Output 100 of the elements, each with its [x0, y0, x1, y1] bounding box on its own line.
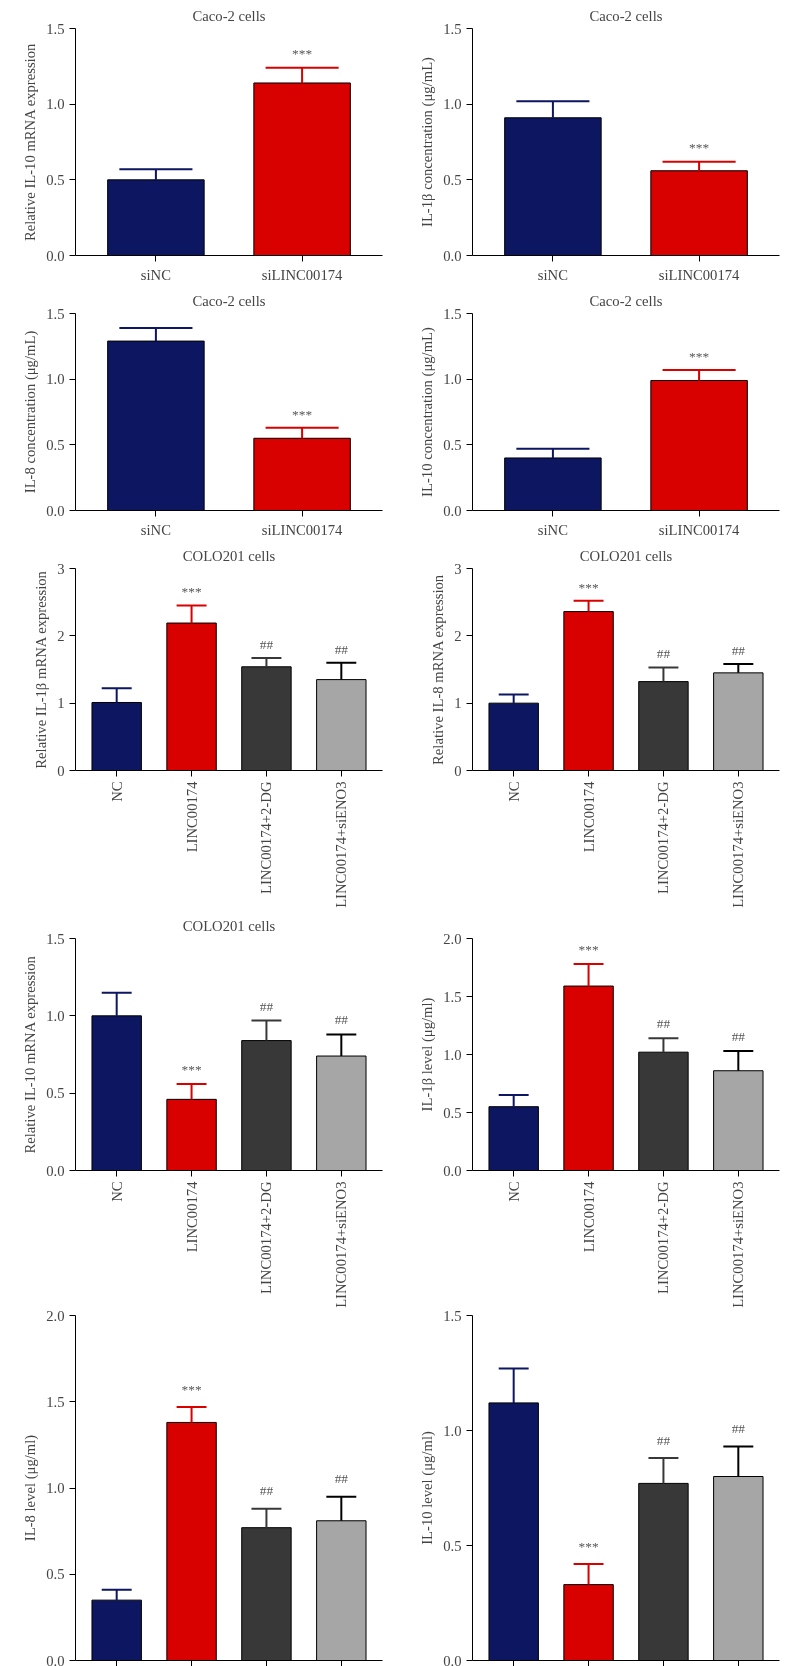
y-tick-label: 1.5 [46, 1393, 65, 1410]
x-tick-label: siNC [537, 521, 568, 538]
x-tick-label: siNC [140, 521, 171, 538]
y-tick-label: 1.5 [443, 988, 462, 1005]
data-label: ## [731, 1421, 746, 1437]
y-axis-title: Relative IL-1β mRNA expression [33, 570, 50, 769]
y-tick-label: 1.0 [443, 1046, 462, 1063]
y-tick-label: 1.0 [443, 371, 462, 388]
data-label: ## [259, 998, 274, 1014]
y-axis-title: IL-8 level (μg/ml) [22, 1434, 40, 1542]
y-tick-label: 0.5 [443, 171, 462, 188]
data-label: *** [292, 46, 313, 62]
y-tick-label: 0.0 [46, 502, 65, 519]
y-tick-label: 1.5 [46, 930, 65, 947]
y-tick-label: 1.5 [46, 305, 65, 322]
x-tick-label: siNC [140, 266, 171, 283]
data-label: ## [731, 643, 746, 659]
y-tick-label: 0 [454, 762, 462, 779]
y-tick-label: 0.0 [46, 1652, 65, 1666]
x-tick-label: LINC00174 [183, 1180, 200, 1253]
data-label: ## [656, 1016, 671, 1032]
x-tick-label: siLINC00174 [658, 266, 741, 283]
y-tick-label: 1.0 [46, 1007, 65, 1024]
y-tick-label: 1.5 [443, 20, 462, 37]
chart-title: Caco-2 cells [589, 7, 663, 24]
y-tick-label: 0 [57, 762, 65, 779]
data-label: ## [334, 1012, 349, 1028]
y-tick-label: 3 [57, 560, 65, 577]
y-axis-title: IL-10 concentration (μg/mL) [419, 326, 437, 497]
y-tick-label: 0.5 [443, 436, 462, 453]
y-axis-title: IL-10 level (μg/ml) [419, 1431, 437, 1545]
y-tick-label: 3 [454, 560, 462, 577]
y-tick-label: 0.0 [46, 247, 65, 264]
x-tick-label: LINC00174+siENO3 [730, 1181, 747, 1308]
data-label: *** [578, 1538, 599, 1554]
data-label: ## [731, 1029, 746, 1045]
data-label: ## [656, 1432, 671, 1448]
data-label: *** [578, 942, 599, 958]
y-tick-label: 0.0 [443, 1162, 462, 1179]
y-tick-label: 1.5 [443, 1307, 462, 1324]
y-tick-label: 1.0 [46, 1480, 65, 1496]
y-tick-label: 0.5 [443, 1104, 462, 1121]
data-label: ## [334, 641, 349, 657]
y-tick-label: 1 [57, 695, 65, 712]
x-tick-label: NC [108, 1181, 125, 1202]
y-tick-label: 1.5 [46, 20, 65, 37]
data-label: *** [292, 406, 313, 422]
data-label: ## [259, 636, 274, 652]
y-tick-label: 0.5 [443, 1537, 462, 1554]
chart-title: COLO201 cells [182, 917, 276, 934]
data-label: *** [181, 584, 202, 600]
chart-title: Caco-2 cells [589, 292, 663, 309]
x-tick-label: siLINC00174 [658, 521, 741, 538]
x-tick-label: NC [505, 781, 522, 802]
y-tick-label: 0.0 [443, 502, 462, 519]
data-label: ## [656, 646, 671, 662]
x-tick-label: siLINC00174 [261, 521, 344, 538]
y-tick-label: 1.0 [46, 96, 65, 113]
y-tick-label: 0.5 [46, 171, 65, 188]
x-tick-label: LINC00174+2-DG [258, 1181, 275, 1294]
x-tick-label: LINC00174 [580, 1180, 597, 1253]
data-label: *** [578, 579, 599, 595]
x-tick-label: LINC00174+siENO3 [333, 781, 350, 908]
data-label: *** [689, 139, 710, 155]
data-label: ## [259, 1483, 274, 1499]
data-label: *** [689, 349, 710, 365]
y-tick-label: 0.5 [46, 1566, 65, 1583]
x-tick-label: LINC00174+2-DG [655, 781, 672, 894]
y-tick-label: 1 [454, 695, 462, 712]
data-label: *** [181, 1061, 202, 1077]
y-axis-title: Relative IL-8 mRNA expression [430, 574, 447, 765]
x-tick-label: NC [108, 781, 125, 802]
chart-title: COLO201 cells [182, 547, 276, 564]
x-tick-label: LINC00174 [580, 780, 597, 853]
data-label: ## [334, 1471, 349, 1487]
y-tick-label: 2 [57, 627, 65, 644]
y-tick-label: 2.0 [443, 930, 462, 947]
x-tick-label: siNC [537, 266, 568, 283]
x-tick-label: LINC00174+siENO3 [333, 1181, 350, 1308]
y-tick-label: 1.0 [443, 96, 462, 113]
y-tick-label: 0.5 [46, 1085, 65, 1102]
chart-title: COLO201 cells [579, 547, 673, 564]
y-axis-title: Relative IL-10 mRNA expression [22, 43, 39, 242]
y-axis-title: IL-1β concentration (μg/mL) [419, 56, 437, 227]
x-tick-label: LINC00174 [183, 780, 200, 853]
x-tick-label: LINC00174+siENO3 [730, 781, 747, 908]
y-tick-label: 0.0 [443, 247, 462, 264]
y-tick-label: 1.0 [443, 1422, 462, 1439]
chart-title: Caco-2 cells [192, 7, 266, 24]
y-axis-title: IL-8 concentration (μg/mL) [22, 330, 40, 494]
y-tick-label: 0.0 [443, 1652, 462, 1666]
y-axis-title: IL-1β level (μg/ml) [419, 997, 437, 1112]
y-axis-title: Relative IL-10 mRNA expression [22, 955, 39, 1154]
x-tick-label: LINC00174+2-DG [655, 1181, 672, 1294]
y-tick-label: 2 [454, 627, 462, 644]
y-tick-label: 1.5 [443, 305, 462, 322]
x-tick-label: siLINC00174 [261, 266, 344, 283]
y-tick-label: 0.5 [46, 436, 65, 453]
y-tick-label: 1.0 [46, 371, 65, 388]
y-tick-label: 0.0 [46, 1162, 65, 1179]
